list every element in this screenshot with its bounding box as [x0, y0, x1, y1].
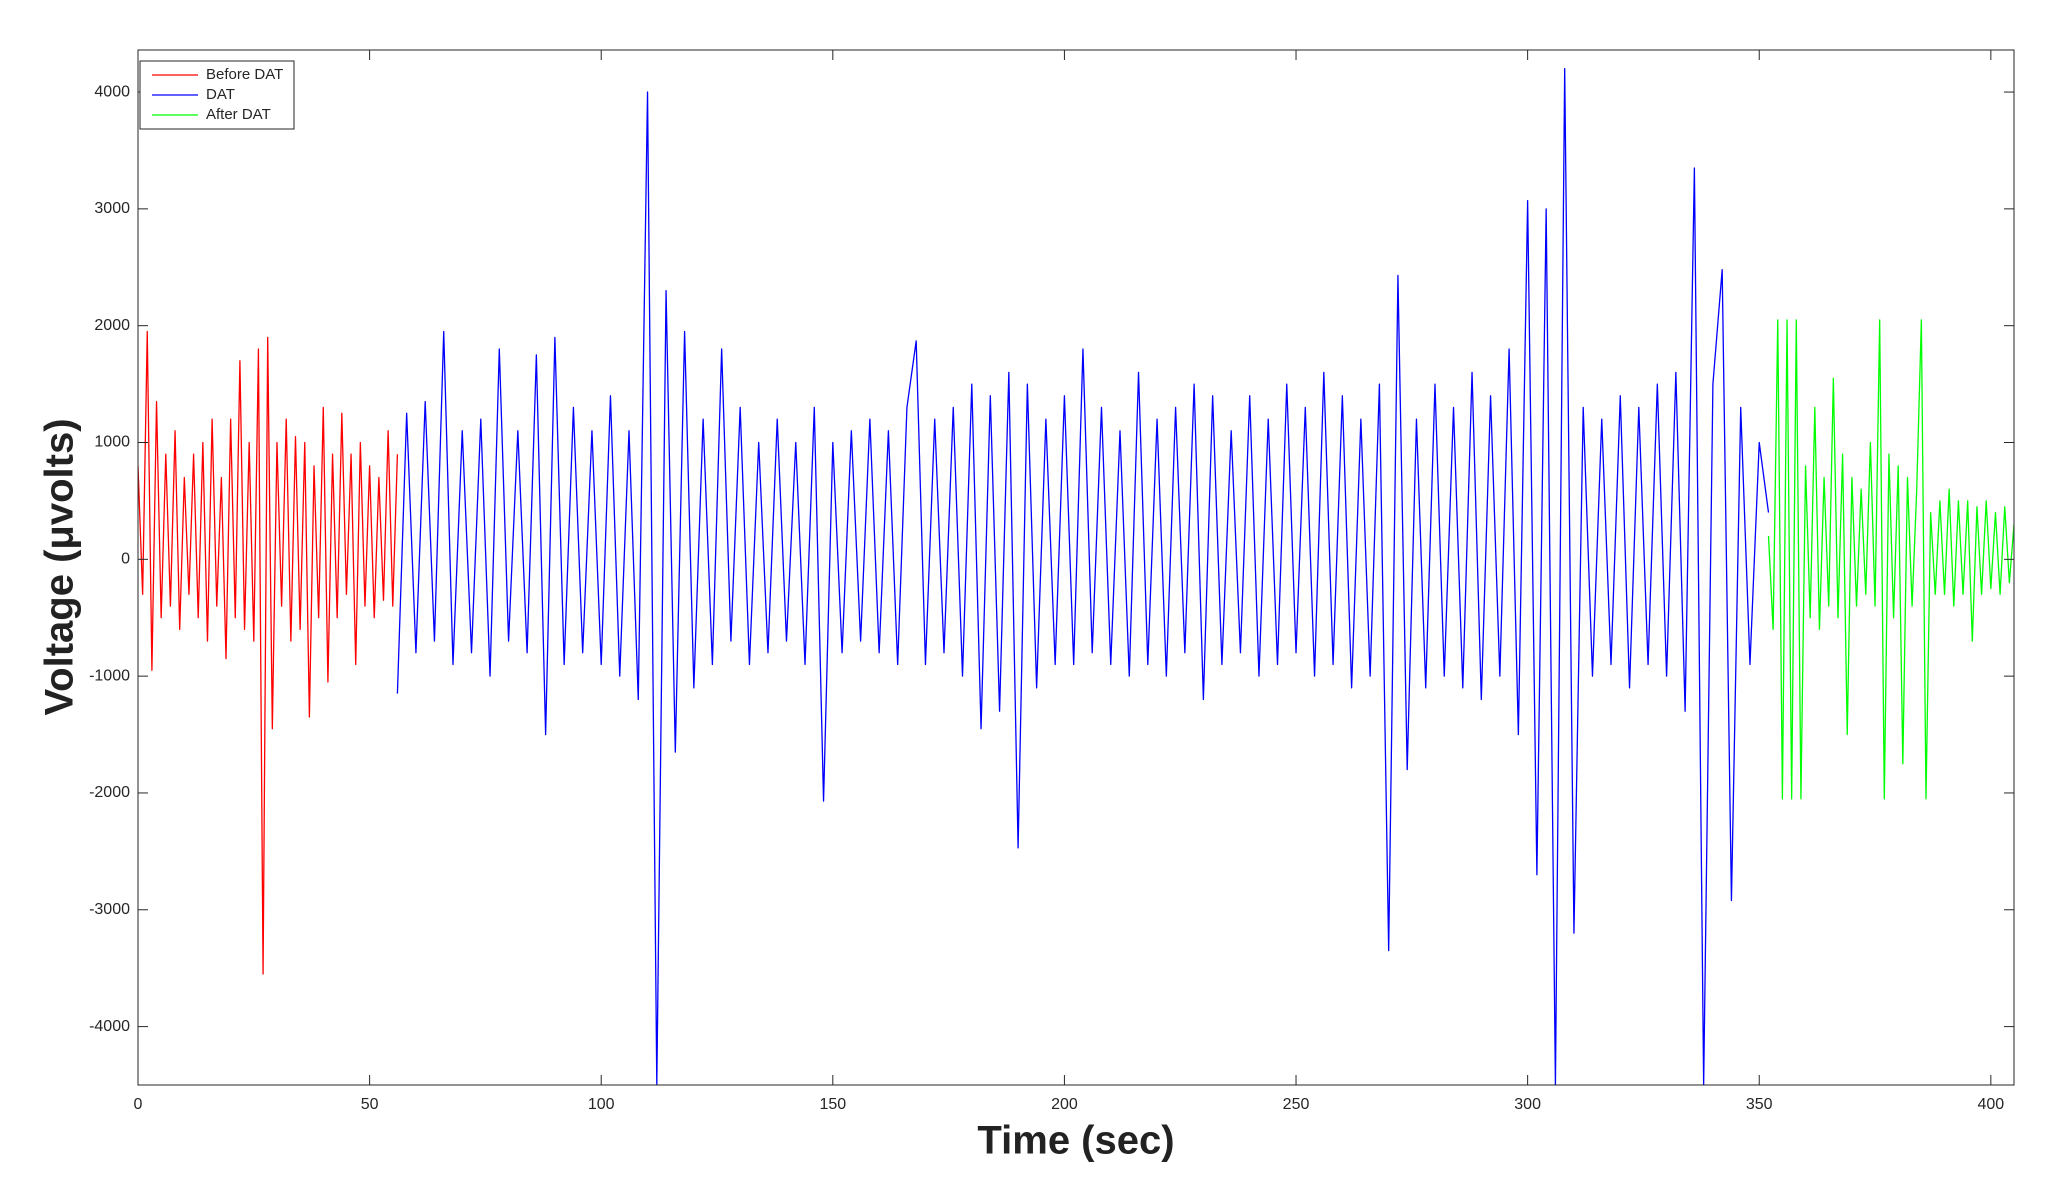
x-tick-label: 300 — [1514, 1096, 1541, 1113]
legend-label: After DAT — [206, 106, 271, 123]
y-tick-label: 2000 — [94, 317, 130, 334]
y-tick-label: 3000 — [94, 200, 130, 217]
x-axis-title: Time (sec) — [977, 1119, 1174, 1163]
x-tick-label: 100 — [588, 1096, 615, 1113]
y-tick-label: -1000 — [89, 667, 130, 684]
y-tick-label: -3000 — [89, 901, 130, 918]
x-tick-label: 350 — [1746, 1096, 1773, 1113]
x-tick-label: 0 — [134, 1096, 143, 1113]
plot-area — [138, 68, 2014, 1085]
y-tick-label: -4000 — [89, 1018, 130, 1035]
x-tick-label: 150 — [819, 1096, 846, 1113]
x-tick-label: 200 — [1051, 1096, 1078, 1113]
series-line — [1767, 319, 2014, 800]
legend-label: Before DAT — [206, 66, 283, 83]
x-tick-label: 400 — [1977, 1096, 2004, 1113]
y-tick-label: 0 — [121, 551, 130, 568]
legend-label: DAT — [206, 86, 235, 103]
series-line — [138, 330, 399, 975]
y-tick-label: -2000 — [89, 784, 130, 801]
y-axis-title: Voltage (μvolts) — [38, 418, 82, 715]
y-tick-label: 4000 — [94, 83, 130, 100]
legend: Before DAT DAT After DAT — [139, 60, 295, 130]
y-tick-label: 1000 — [94, 434, 130, 451]
x-tick-label: 250 — [1283, 1096, 1310, 1113]
axes-box — [137, 49, 2015, 1086]
series-line — [396, 68, 1770, 1085]
x-tick-label: 50 — [361, 1096, 379, 1113]
